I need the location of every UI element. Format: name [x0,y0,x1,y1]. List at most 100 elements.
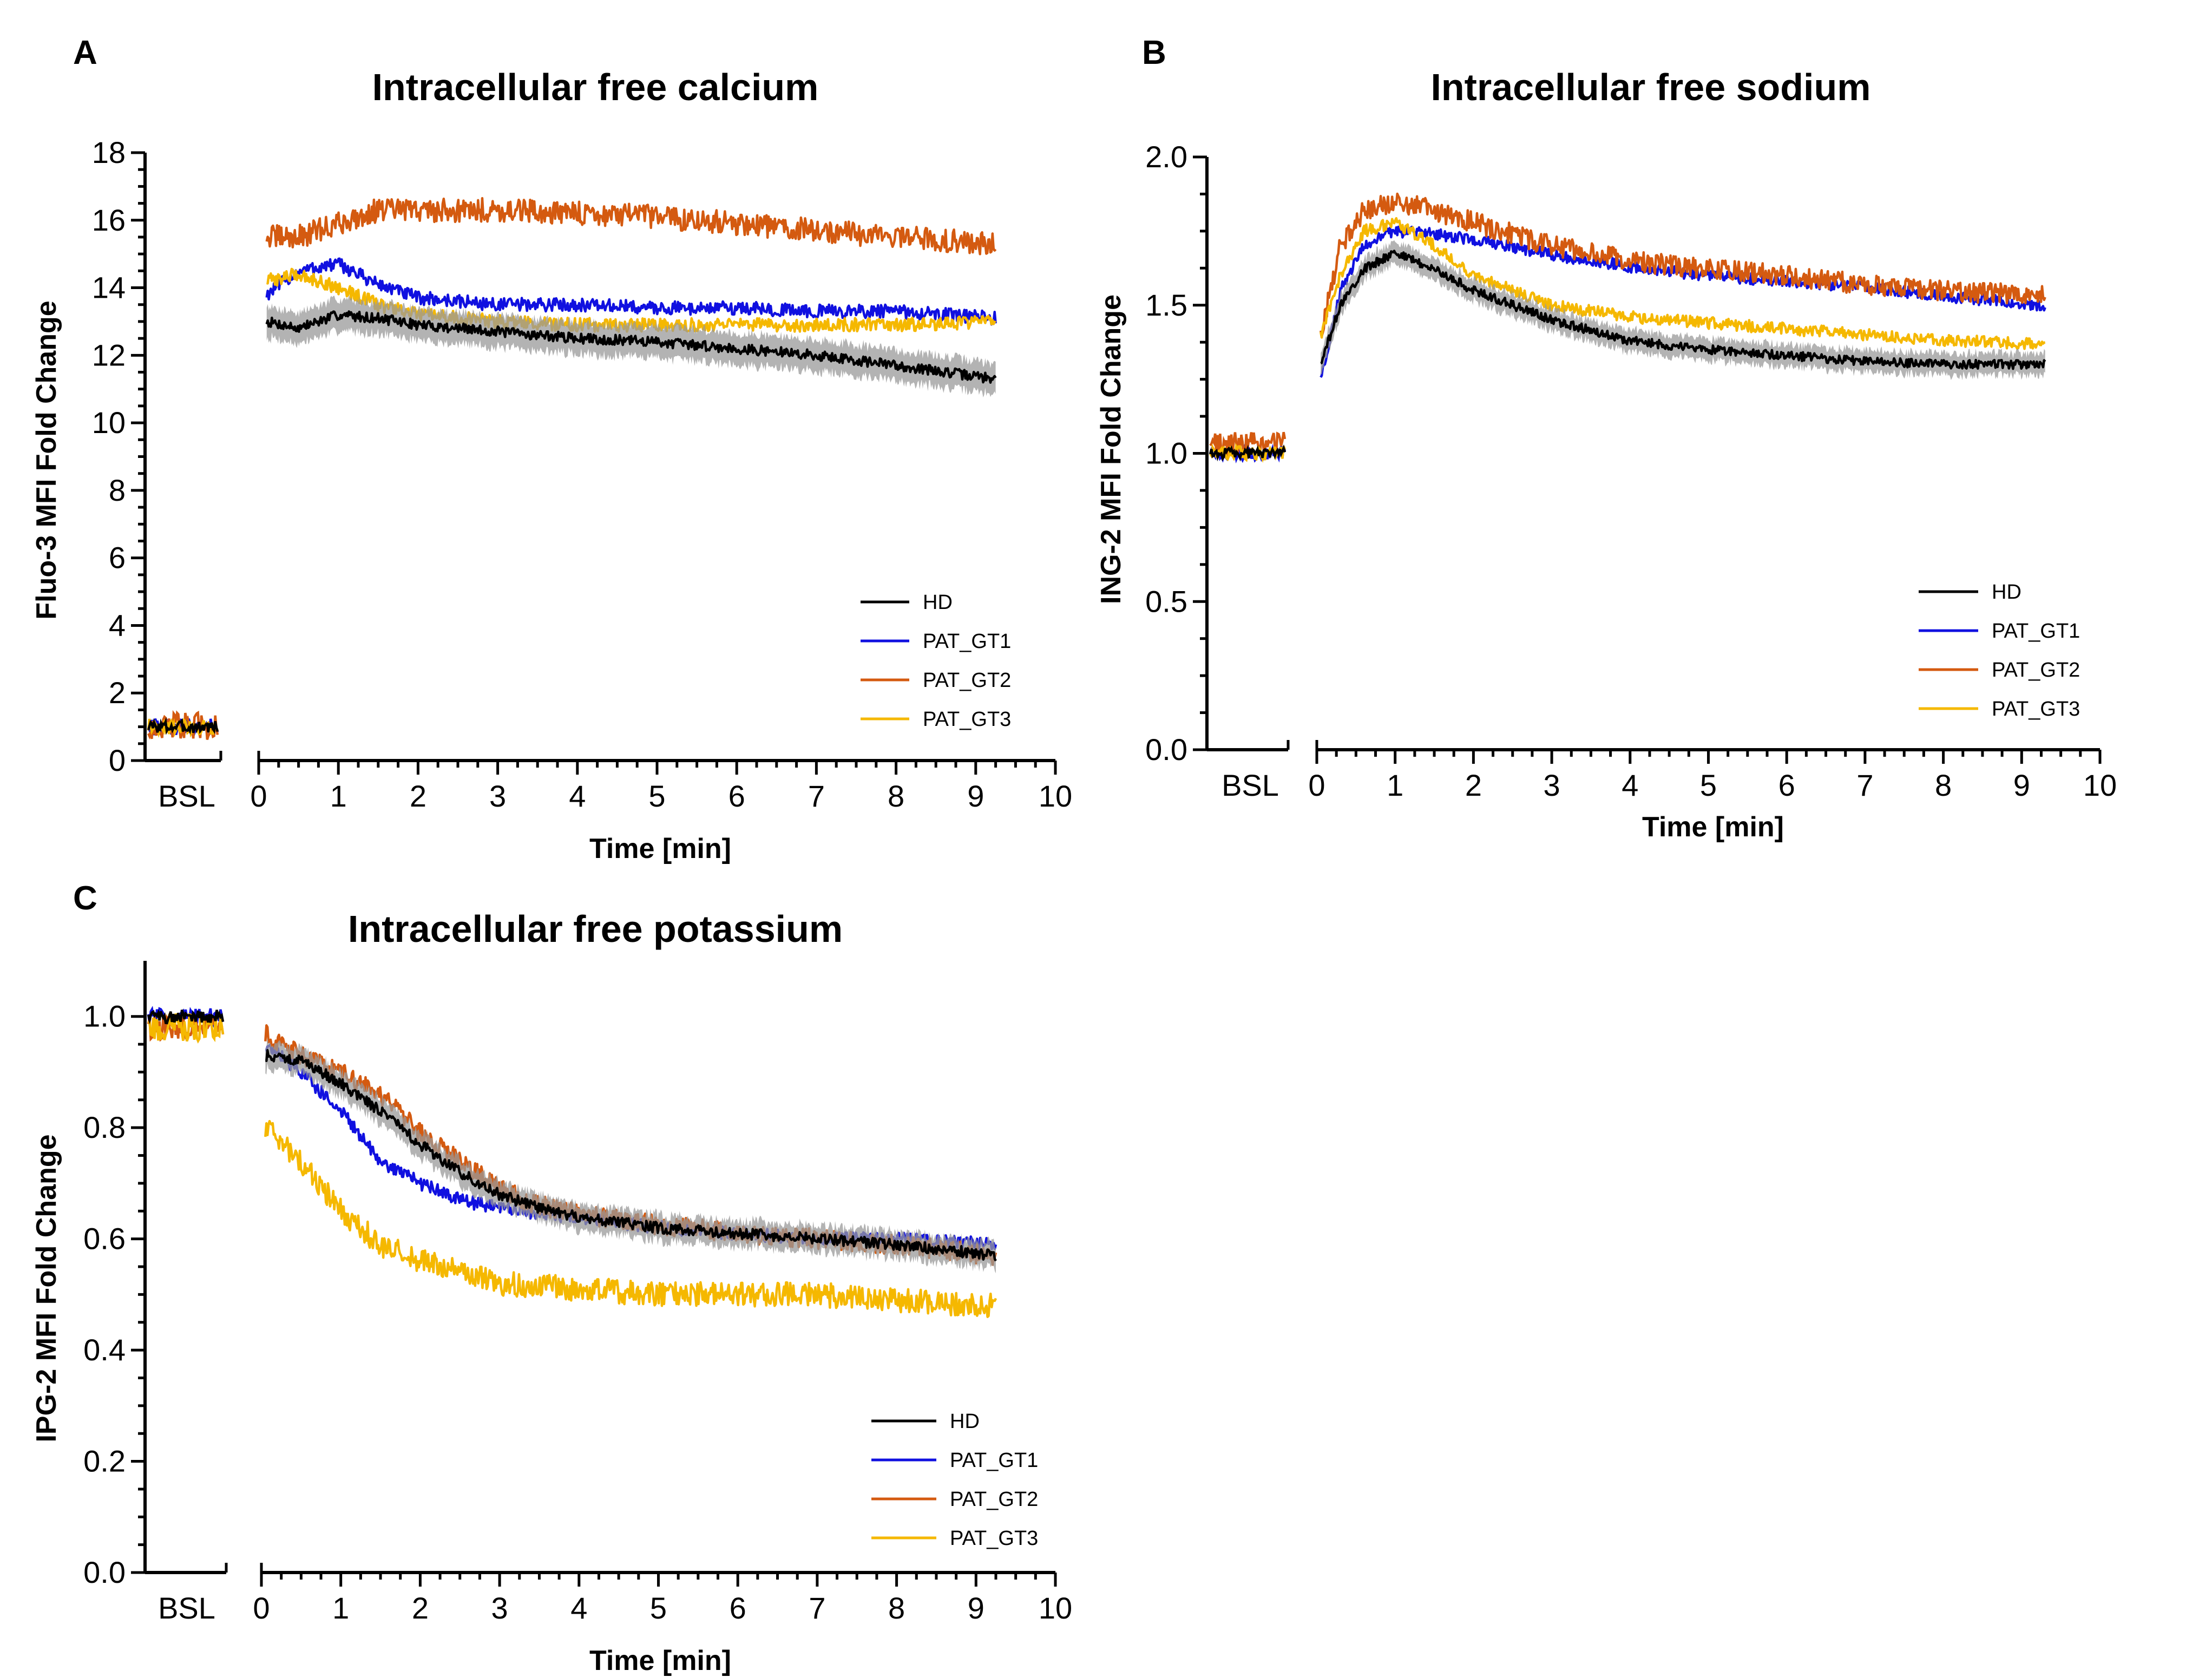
panel-a: A Intracellular free calcium Fluo-3 MFI … [31,34,1072,864]
y-tick-label: 14 [92,271,126,305]
baseline-line-hd [1209,444,1286,462]
panel-letter: B [1142,34,1166,71]
y-tick-label: 1.0 [83,999,126,1033]
y-tick-label: 16 [92,203,126,237]
x-tick-label: 8 [888,779,904,813]
y-tick-label: 0.0 [1145,732,1187,767]
x-tick-label: 10 [1039,1591,1072,1625]
x-tick-label: 3 [491,1591,508,1625]
y-tick-label: 12 [92,338,126,372]
y-tick-label: 2.0 [1145,140,1187,174]
y-tick-label: 0.8 [83,1110,126,1144]
x-tick-label: 2 [410,779,426,813]
x-tick-label: 7 [1856,768,1873,802]
y-axis-label: IPG-2 MFI Fold Change [31,1134,62,1442]
y-tick-label: 0.2 [83,1444,126,1478]
legend-label-pat_gt3: PAT_GT3 [923,708,1011,731]
y-tick-label: 4 [109,608,126,642]
x-tick-label: 2 [412,1591,429,1625]
legend-label-pat_gt2: PAT_GT2 [923,669,1011,692]
x-tick-label: 9 [967,779,984,813]
legend-label-hd: HD [1992,581,2021,604]
legend: HD PAT_GT1 PAT_GT2 PAT_GT3 [871,1410,1038,1550]
baseline-line-hd [147,717,219,735]
x-tick-label: 10 [1039,779,1072,813]
legend-label-pat_gt2: PAT_GT2 [950,1488,1038,1511]
series-band-hd [1321,240,2045,381]
x-tick-label: 7 [808,779,825,813]
x-tick-label: 10 [2083,768,2117,802]
series-line-pat_gt3 [264,1119,997,1318]
y-tick-label: 8 [109,473,126,507]
y-tick-label: 18 [92,135,126,169]
x-tick-label: 1 [332,1591,349,1625]
x-tick-label: 8 [888,1591,905,1625]
legend-label-pat_gt3: PAT_GT3 [1992,698,2080,720]
series-group [1209,192,2046,464]
x-tick-label: 8 [1935,768,1952,802]
x-axis-label: Time [min] [1642,811,1784,843]
legend-label-pat_gt1: PAT_GT1 [950,1449,1038,1472]
x-tick-label: 4 [570,1591,587,1625]
series-line-pat_gt3 [1319,217,2046,350]
y-tick-label: 1.0 [1145,436,1187,470]
y-axis-label: ING-2 MFI Fold Change [1095,294,1127,604]
x-tick-label: 7 [809,1591,825,1625]
x-tick-label: 5 [650,1591,667,1625]
x-tick-label: 6 [1778,768,1795,802]
series-line-hd [265,1049,997,1262]
axes: 0.0 0.5 1.0 1.5 2.0 0 1 2 3 4 5 6 7 8 9 10 [1145,140,2117,802]
x-axis-label: Time [min] [589,833,731,864]
y-tick-label: 0.5 [1145,584,1187,618]
x-tick-label: 0 [250,779,267,813]
x-tick-label: 4 [569,779,586,813]
x-tick-label: 5 [648,779,665,813]
x-tick-label: 6 [728,779,745,813]
series-group [147,196,997,740]
x-tick-label: 9 [968,1591,984,1625]
series-line-pat_gt2 [1319,192,2046,338]
y-tick-label: 10 [92,405,126,440]
legend-label-hd: HD [923,591,953,614]
legend-label-pat_gt1: PAT_GT1 [923,630,1011,653]
baseline-label: BSL [158,1591,215,1625]
panel-b: B Intracellular free sodium ING-2 MFI Fo… [1095,34,2117,843]
x-axis-label: Time [min] [589,1645,731,1676]
x-tick-label: 6 [730,1591,746,1625]
chart-title: Intracellular free potassium [348,908,843,950]
x-tick-label: 1 [330,779,347,813]
y-tick-label: 0.0 [83,1555,126,1589]
y-tick-label: 6 [109,541,126,575]
x-tick-label: 1 [1387,768,1403,802]
y-tick-label: 0.6 [83,1222,126,1256]
series-line-hd [265,310,997,384]
x-tick-label: 3 [1544,768,1560,802]
x-tick-label: 0 [253,1591,270,1625]
panel-c: C Intracellular free potassium IPG-2 MFI… [31,880,1072,1676]
series-line-pat_gt2 [265,196,997,256]
y-axis-label: Fluo-3 MFI Fold Change [31,300,62,619]
legend-label-pat_gt2: PAT_GT2 [1992,659,2080,682]
legend: HD PAT_GT1 PAT_GT2 PAT_GT3 [1919,581,2080,720]
legend-label-pat_gt1: PAT_GT1 [1992,620,2080,643]
baseline-label: BSL [158,779,215,813]
y-tick-label: 1.5 [1145,288,1187,322]
series-band-hd [266,295,996,398]
baseline-line-pat_gt1 [147,1006,225,1028]
legend-label-pat_gt3: PAT_GT3 [950,1527,1038,1550]
panel-letter: A [73,34,97,71]
x-tick-label: 4 [1622,768,1638,802]
legend: HD PAT_GT1 PAT_GT2 PAT_GT3 [861,591,1011,731]
baseline-line-hd [147,1008,225,1025]
chart-title: Intracellular free calcium [372,66,819,108]
baseline-label: BSL [1222,768,1279,802]
y-tick-label: 2 [109,676,126,710]
x-tick-label: 9 [2013,768,2030,802]
series-line-pat_gt1 [265,257,997,326]
series-group [147,1006,997,1318]
panel-letter: C [73,880,97,917]
x-tick-label: 0 [1308,768,1325,802]
y-tick-label: 0.4 [83,1333,126,1367]
axes: 0.0 0.2 0.4 0.6 0.8 1.0 0 1 2 3 4 5 6 7 8 9 10 [83,961,1072,1625]
